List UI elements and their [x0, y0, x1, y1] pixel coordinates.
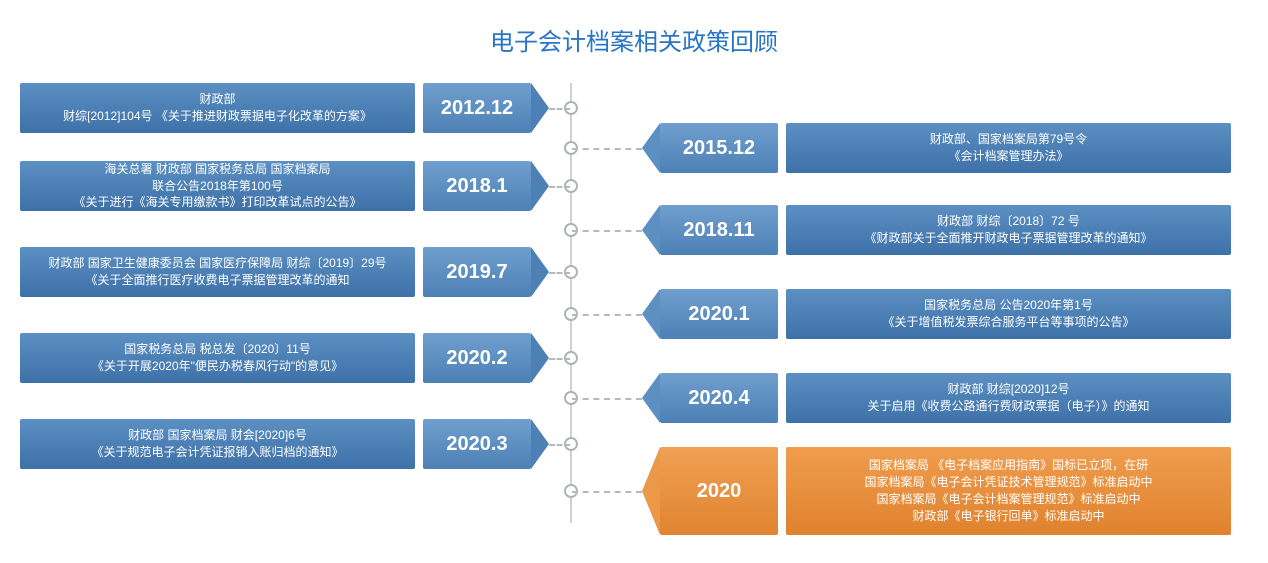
policy-text: 《会计档案管理办法》 — [948, 148, 1068, 165]
policy-text: 财政部、国家档案局第79号令 — [930, 131, 1087, 148]
policy-text: 财政部《电子银行回单》标准启动中 — [912, 508, 1104, 525]
policy-text: 国家税务总局 公告2020年第1号 — [924, 297, 1093, 314]
timeline-item-right: 2020国家档案局 《电子档案应用指南》国标已立项，在研国家档案局《电子会计凭证… — [660, 447, 1231, 535]
policy-body: 国家税务总局 税总发〔2020〕11号《关于开展2020年"便民办税春风行动"的… — [20, 333, 415, 383]
timeline-connector — [549, 444, 570, 446]
policy-body: 国家税务总局 公告2020年第1号《关于增值税发票综合服务平台等事项的公告》 — [786, 289, 1231, 339]
policy-date: 2019.7 — [423, 247, 531, 297]
timeline-connector — [572, 230, 642, 232]
timeline-item-right: 2020.1国家税务总局 公告2020年第1号《关于增值税发票综合服务平台等事项… — [660, 289, 1231, 339]
policy-date: 2018.11 — [660, 205, 778, 255]
timeline-item-left: 财政部财综[2012]104号 《关于推进财政票据电子化改革的方案》2012.1… — [20, 83, 531, 133]
page-title: 电子会计档案相关政策回顾 — [0, 0, 1268, 75]
timeline-connector — [572, 491, 642, 493]
policy-date: 2020.1 — [660, 289, 778, 339]
policy-text: 国家档案局《电子会计凭证技术管理规范》标准启动中 — [864, 474, 1152, 491]
timeline-item-left: 财政部 国家卫生健康委员会 国家医疗保障局 财综〔2019〕29号《关于全面推行… — [20, 247, 531, 297]
timeline-connector — [572, 398, 642, 400]
timeline-connector — [549, 272, 570, 274]
policy-text: 国家税务总局 税总发〔2020〕11号 — [124, 341, 311, 358]
policy-text: 《关于开展2020年"便民办税春风行动"的意见》 — [92, 358, 343, 375]
policy-body: 海关总署 财政部 国家税务总局 国家档案局联合公告2018年第100号《关于进行… — [20, 161, 415, 211]
policy-body: 财政部财综[2012]104号 《关于推进财政票据电子化改革的方案》 — [20, 83, 415, 133]
policy-text: 财政部 国家档案局 财会[2020]6号 — [128, 427, 307, 444]
policy-body: 财政部、国家档案局第79号令《会计档案管理办法》 — [786, 123, 1231, 173]
policy-text: 财政部 国家卫生健康委员会 国家医疗保障局 财综〔2019〕29号 — [48, 255, 386, 272]
timeline-connector — [549, 108, 570, 110]
policy-text: 《关于全面推行医疗收费电子票据管理改革的通知 — [85, 272, 349, 289]
policy-text: 《关于规范电子会计凭证报销入账归档的通知》 — [91, 444, 343, 461]
policy-text: 财政部 财综[2020]12号 — [947, 381, 1069, 398]
timeline-connector — [572, 148, 642, 150]
timeline-item-right: 2015.12财政部、国家档案局第79号令《会计档案管理办法》 — [660, 123, 1231, 173]
policy-date: 2020.2 — [423, 333, 531, 383]
timeline-item-right: 2020.4财政部 财综[2020]12号关于启用《收费公路通行费财政票据（电子… — [660, 373, 1231, 423]
timeline: 财政部财综[2012]104号 《关于推进财政票据电子化改革的方案》2012.1… — [0, 75, 1268, 555]
policy-date: 2020 — [660, 447, 778, 535]
policy-text: 财政部 财综〔2018〕72 号 — [937, 213, 1080, 230]
policy-date: 2018.1 — [423, 161, 531, 211]
policy-body: 财政部 国家卫生健康委员会 国家医疗保障局 财综〔2019〕29号《关于全面推行… — [20, 247, 415, 297]
policy-text: 《关于进行《海关专用缴款书》打印改革试点的公告》 — [73, 194, 361, 211]
policy-date: 2020.3 — [423, 419, 531, 469]
policy-text: 财政部 — [199, 91, 235, 108]
timeline-connector — [572, 314, 642, 316]
policy-text: 国家档案局《电子会计档案管理规范》标准启动中 — [876, 491, 1140, 508]
policy-body: 财政部 财综[2020]12号关于启用《收费公路通行费财政票据（电子）》的通知 — [786, 373, 1231, 423]
policy-body: 财政部 财综〔2018〕72 号《财政部关于全面推开财政电子票据管理改革的通知》 — [786, 205, 1231, 255]
policy-text: 海关总署 财政部 国家税务总局 国家档案局 — [104, 161, 330, 178]
policy-text: 《关于增值税发票综合服务平台等事项的公告》 — [882, 314, 1134, 331]
timeline-item-left: 财政部 国家档案局 财会[2020]6号《关于规范电子会计凭证报销入账归档的通知… — [20, 419, 531, 469]
timeline-item-left: 国家税务总局 税总发〔2020〕11号《关于开展2020年"便民办税春风行动"的… — [20, 333, 531, 383]
policy-body: 财政部 国家档案局 财会[2020]6号《关于规范电子会计凭证报销入账归档的通知… — [20, 419, 415, 469]
timeline-item-left: 海关总署 财政部 国家税务总局 国家档案局联合公告2018年第100号《关于进行… — [20, 161, 531, 211]
policy-date: 2012.12 — [423, 83, 531, 133]
policy-body: 国家档案局 《电子档案应用指南》国标已立项，在研国家档案局《电子会计凭证技术管理… — [786, 447, 1231, 535]
timeline-item-right: 2018.11财政部 财综〔2018〕72 号《财政部关于全面推开财政电子票据管… — [660, 205, 1231, 255]
policy-text: 财综[2012]104号 《关于推进财政票据电子化改革的方案》 — [63, 108, 372, 125]
policy-date: 2020.4 — [660, 373, 778, 423]
timeline-connector — [549, 358, 570, 360]
policy-text: 联合公告2018年第100号 — [152, 178, 283, 195]
policy-date: 2015.12 — [660, 123, 778, 173]
timeline-connector — [549, 186, 570, 188]
policy-text: 国家档案局 《电子档案应用指南》国标已立项，在研 — [869, 457, 1148, 474]
policy-text: 关于启用《收费公路通行费财政票据（电子）》的通知 — [867, 398, 1149, 415]
policy-text: 《财政部关于全面推开财政电子票据管理改革的通知》 — [864, 230, 1152, 247]
